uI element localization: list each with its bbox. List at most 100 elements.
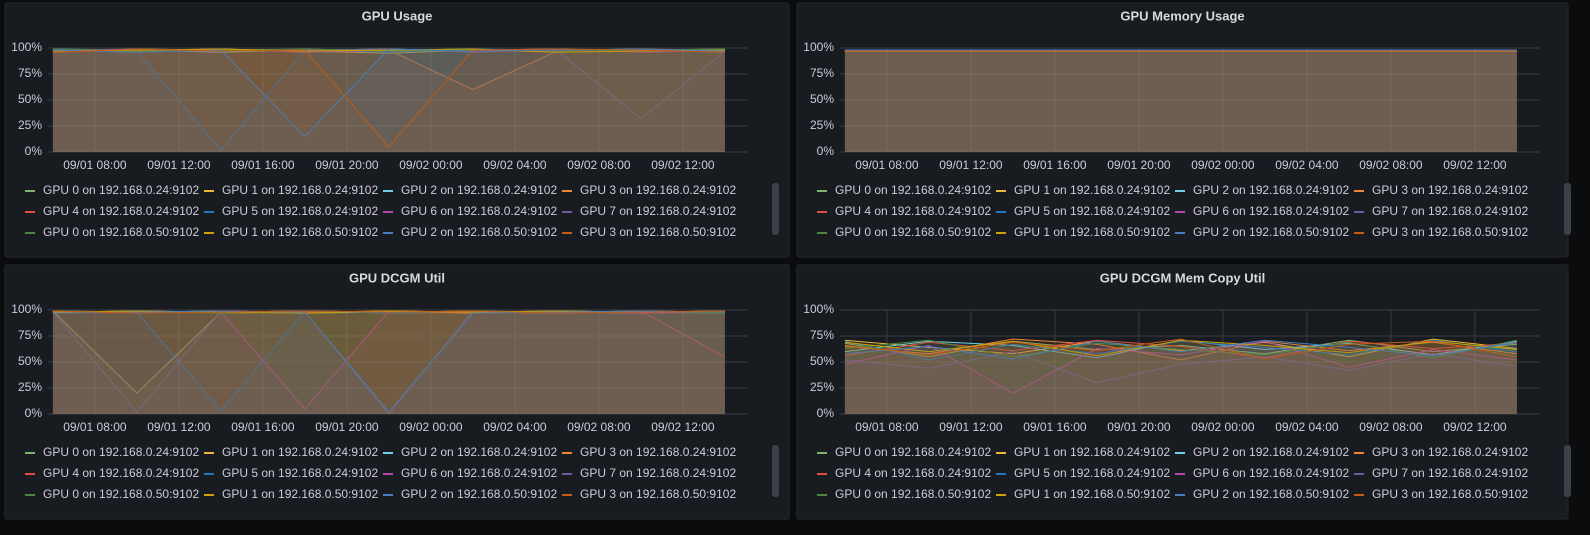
x-tick-label: 09/01 08:00 xyxy=(855,420,919,434)
series-area xyxy=(52,311,725,414)
series-area xyxy=(52,49,725,152)
series-area xyxy=(52,49,725,152)
x-tick-label: 09/02 08:00 xyxy=(567,158,631,172)
series-area xyxy=(844,51,1517,152)
x-tick-label: 09/01 16:00 xyxy=(231,420,295,434)
series-area xyxy=(844,341,1517,414)
legend-label: GPU 1 on 192.168.0.50:9102 xyxy=(1014,225,1170,239)
scrollbar xyxy=(1564,445,1571,497)
series-area xyxy=(52,311,725,414)
x-tick-label: 09/01 20:00 xyxy=(1107,158,1171,172)
legend-label: GPU 2 on 192.168.0.50:9102 xyxy=(401,487,557,501)
series-area xyxy=(52,311,725,414)
legend-label: GPU 2 on 192.168.0.50:9102 xyxy=(1193,487,1349,501)
legend-label: GPU 1 on 192.168.0.50:9102 xyxy=(1014,487,1170,501)
panel xyxy=(4,2,790,258)
legend-label: GPU 5 on 192.168.0.24:9102 xyxy=(222,204,378,218)
x-tick-label: 09/01 08:00 xyxy=(855,158,919,172)
series-line xyxy=(52,48,725,52)
series-area xyxy=(52,311,725,414)
x-tick-label: 09/01 12:00 xyxy=(939,158,1003,172)
x-tick-label: 09/02 12:00 xyxy=(1443,158,1507,172)
x-tick-label: 09/02 00:00 xyxy=(1191,420,1255,434)
series-area xyxy=(52,311,725,414)
series-area xyxy=(844,51,1517,152)
y-tick-label: 50% xyxy=(810,92,834,106)
x-tick-label: 09/02 04:00 xyxy=(1275,420,1339,434)
legend-label: GPU 1 on 192.168.0.24:9102 xyxy=(1014,445,1170,459)
legend-label: GPU 4 on 192.168.0.24:9102 xyxy=(835,204,991,218)
series-area xyxy=(844,50,1517,152)
y-tick-label: 75% xyxy=(18,328,42,342)
scrollbar xyxy=(772,445,779,497)
legend-label: GPU 6 on 192.168.0.24:9102 xyxy=(401,204,557,218)
legend-label: GPU 0 on 192.168.0.24:9102 xyxy=(835,445,991,459)
x-tick-label: 09/02 08:00 xyxy=(1359,158,1423,172)
series-area xyxy=(52,49,725,152)
legend-label: GPU 5 on 192.168.0.24:9102 xyxy=(222,466,378,480)
panel-title: GPU Memory Usage xyxy=(1120,8,1244,23)
series-area xyxy=(844,51,1517,152)
y-tick-label: 0% xyxy=(25,144,43,158)
x-tick-label: 09/02 12:00 xyxy=(651,158,715,172)
legend-label: GPU 2 on 192.168.0.24:9102 xyxy=(1193,183,1349,197)
series-area xyxy=(844,339,1517,414)
y-tick-label: 75% xyxy=(810,66,834,80)
panel-title: GPU Usage xyxy=(362,8,433,23)
x-tick-label: 09/02 12:00 xyxy=(651,420,715,434)
x-tick-label: 09/01 12:00 xyxy=(147,420,211,434)
legend-label: GPU 3 on 192.168.0.50:9102 xyxy=(580,225,736,239)
series-area xyxy=(844,51,1517,152)
series-area xyxy=(52,311,725,414)
series-area xyxy=(844,51,1517,152)
series-area xyxy=(52,49,725,152)
series-area xyxy=(52,311,725,414)
series-area xyxy=(52,49,725,152)
series-area xyxy=(52,311,725,414)
y-tick-label: 25% xyxy=(810,380,834,394)
legend-label: GPU 3 on 192.168.0.24:9102 xyxy=(1372,445,1528,459)
series-line xyxy=(52,48,725,148)
x-tick-label: 09/02 12:00 xyxy=(1443,420,1507,434)
legend-label: GPU 1 on 192.168.0.50:9102 xyxy=(222,225,378,239)
legend-label: GPU 0 on 192.168.0.50:9102 xyxy=(43,487,199,501)
legend-label: GPU 2 on 192.168.0.24:9102 xyxy=(401,445,557,459)
series-line xyxy=(52,310,725,413)
legend-label: GPU 1 on 192.168.0.24:9102 xyxy=(222,445,378,459)
legend-label: GPU 6 on 192.168.0.24:9102 xyxy=(1193,204,1349,218)
x-tick-label: 09/01 16:00 xyxy=(1023,158,1087,172)
x-tick-label: 09/02 08:00 xyxy=(567,420,631,434)
x-tick-label: 09/01 20:00 xyxy=(315,420,379,434)
y-tick-label: 50% xyxy=(810,354,834,368)
y-tick-label: 100% xyxy=(11,302,42,316)
legend-label: GPU 0 on 192.168.0.50:9102 xyxy=(43,225,199,239)
y-tick-label: 100% xyxy=(803,40,834,54)
panel-title: GPU DCGM Util xyxy=(349,270,445,285)
legend-label: GPU 3 on 192.168.0.24:9102 xyxy=(580,445,736,459)
x-tick-label: 09/02 04:00 xyxy=(483,420,547,434)
legend-label: GPU 7 on 192.168.0.24:9102 xyxy=(580,204,736,218)
y-tick-label: 75% xyxy=(18,66,42,80)
series-area xyxy=(844,51,1517,152)
legend-label: GPU 5 on 192.168.0.24:9102 xyxy=(1014,466,1170,480)
series-area xyxy=(844,50,1517,152)
series-line xyxy=(844,338,1517,360)
legend-label: GPU 1 on 192.168.0.24:9102 xyxy=(222,183,378,197)
series-area xyxy=(52,311,725,414)
legend-label: GPU 0 on 192.168.0.50:9102 xyxy=(835,487,991,501)
x-tick-label: 09/02 00:00 xyxy=(1191,158,1255,172)
y-tick-label: 0% xyxy=(817,144,835,158)
legend-label: GPU 5 on 192.168.0.24:9102 xyxy=(1014,204,1170,218)
series-line xyxy=(844,339,1517,358)
y-tick-label: 50% xyxy=(18,92,42,106)
series-area xyxy=(52,49,725,152)
legend-label: GPU 6 on 192.168.0.24:9102 xyxy=(401,466,557,480)
panel xyxy=(796,2,1569,258)
series-area xyxy=(844,51,1517,152)
legend-label: GPU 2 on 192.168.0.24:9102 xyxy=(401,183,557,197)
legend-label: GPU 7 on 192.168.0.24:9102 xyxy=(1372,466,1528,480)
legend-label: GPU 7 on 192.168.0.24:9102 xyxy=(580,466,736,480)
scrollbar xyxy=(772,183,779,235)
series-line xyxy=(52,310,725,314)
